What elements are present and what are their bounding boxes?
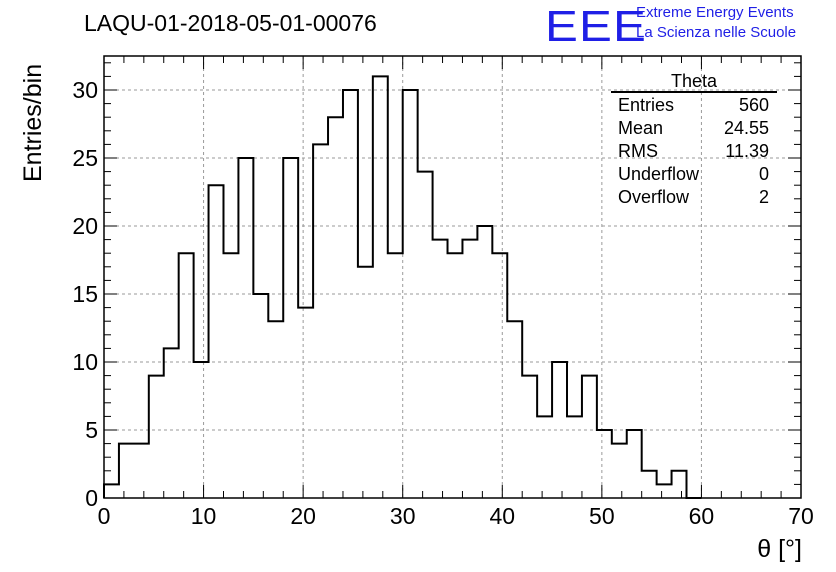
plot-frame	[103, 55, 802, 499]
stats-box: Theta Entries 560 Mean 24.55 RMS 11.39 U…	[611, 70, 777, 209]
histogram-bin	[477, 226, 492, 498]
y-tick-label: 25	[72, 145, 98, 171]
y-tick-label: 5	[85, 417, 98, 443]
histogram-series	[103, 75, 702, 499]
histogram-bin	[597, 430, 612, 498]
histogram-bin	[358, 267, 373, 498]
stats-title: Theta	[611, 70, 777, 93]
y-axis-label: Entries/bin	[19, 63, 47, 182]
histogram-bin	[253, 294, 268, 498]
x-tick-label: 10	[191, 503, 217, 529]
histogram-bin	[403, 90, 418, 498]
stats-value: 2	[758, 187, 769, 207]
histogram-bin	[268, 321, 283, 498]
stats-row-rms: RMS 11.39	[611, 140, 777, 163]
histogram-bin	[507, 321, 522, 498]
histogram-bin	[298, 308, 313, 498]
histogram-bin	[194, 362, 209, 498]
stats-row-mean: Mean 24.55	[611, 117, 777, 140]
chart-title: LAQU-01-2018-05-01-00076	[84, 10, 377, 36]
x-tick-label: 50	[589, 503, 615, 529]
y-tick-label: 0	[85, 485, 98, 511]
histogram-bin	[283, 158, 298, 498]
histogram-bin	[418, 172, 433, 498]
stats-label: Mean	[618, 118, 664, 138]
x-tick-label: 20	[290, 503, 316, 529]
stats-label: Underflow	[618, 164, 700, 184]
x-axis-label: θ [°]	[757, 535, 802, 563]
histogram-bin	[134, 444, 149, 498]
histogram-bin	[522, 376, 537, 498]
histogram-bin	[567, 416, 582, 498]
histogram-bin	[492, 253, 507, 498]
histogram-bin	[462, 240, 477, 498]
histogram-bin	[657, 484, 672, 498]
histogram-bin	[104, 484, 119, 498]
stats-label: Entries	[618, 95, 675, 115]
stats-value: 11.39	[725, 141, 769, 161]
histogram-bin	[343, 90, 358, 498]
histogram-bin	[373, 76, 388, 498]
histogram-bin	[672, 471, 687, 498]
stats-label: RMS	[618, 141, 658, 161]
histogram-bin	[552, 362, 567, 498]
histogram-bin	[119, 444, 134, 498]
y-tick-label: 30	[72, 77, 98, 103]
y-tick-label: 20	[72, 213, 98, 239]
x-tick-label: 70	[788, 503, 814, 529]
stats-value: 0	[758, 164, 769, 184]
stats-row-underflow: Underflow 0	[611, 163, 777, 186]
x-tick-label: 0	[98, 503, 111, 529]
histogram-bin	[582, 376, 597, 498]
histogram-bin	[238, 158, 253, 498]
histogram-bin	[627, 430, 642, 498]
histogram-bin	[433, 240, 448, 498]
histogram-bin	[209, 185, 224, 498]
histogram-bin	[223, 253, 238, 498]
histogram-bin	[612, 444, 627, 498]
stats-value: 560	[738, 95, 769, 115]
histogram-bin	[642, 471, 657, 498]
histogram-bin	[179, 253, 194, 498]
histogram-bin	[448, 253, 463, 498]
x-tick-label: 40	[489, 503, 515, 529]
x-tick-label: 30	[390, 503, 416, 529]
histogram-bin	[164, 348, 179, 498]
y-tick-label: 10	[72, 349, 98, 375]
stats-row-entries: Entries 560	[611, 94, 777, 117]
histogram-bin	[313, 144, 328, 498]
histogram-bin	[388, 253, 403, 498]
histogram-bin	[537, 416, 552, 498]
y-tick-label: 15	[72, 281, 98, 307]
x-tick-label: 60	[689, 503, 715, 529]
stats-value: 24.55	[723, 118, 769, 138]
logo-line-2: La Scienza nelle Scuole	[636, 24, 797, 41]
histogram-bin	[328, 117, 343, 498]
logo-line-1: Extreme Energy Events	[636, 4, 794, 21]
stats-row-overflow: Overflow 2	[611, 186, 777, 209]
stats-label: Overflow	[618, 187, 690, 207]
eee-logo: EEE	[545, 2, 647, 51]
histogram-bin	[149, 376, 164, 498]
